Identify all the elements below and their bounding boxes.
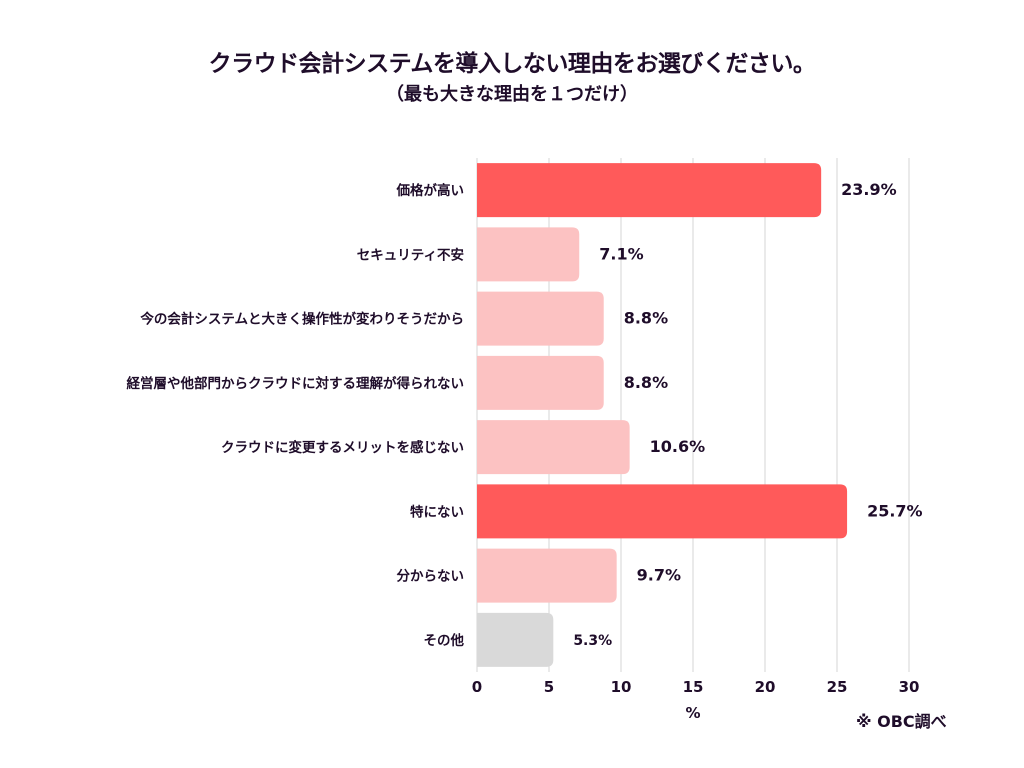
category-label: セキュリティ不安 [357,246,464,263]
bar [477,291,604,346]
x-tick-label: 5 [544,678,554,696]
bar [477,227,580,282]
chart-subtitle: （最も大きな理由を１つだけ） [386,84,638,105]
x-axis-label: % [685,704,700,722]
bar [477,484,848,539]
value-label: 10.6% [650,437,706,456]
x-tick-label: 0 [472,678,482,696]
bar [477,420,630,475]
bar [477,163,822,218]
value-labels: 23.9% 7.1% 8.8% 8.8% 10.6% 25.7% 9.7% 5.3% [573,180,922,649]
x-tick-label: 15 [683,678,704,696]
x-tick-label: 30 [899,678,920,696]
category-label: クラウドに変更するメリットを感じない [221,439,464,456]
bar [477,612,554,667]
value-label: 23.9% [841,180,897,199]
category-label: 特にない [410,503,464,520]
x-tick-label: 20 [755,678,776,696]
chart-title: クラウド会計システムを導入しない理由をお選びください。 [208,51,816,77]
value-label: 9.7% [637,566,681,585]
category-label: 経営層や他部門からクラウドに対する理解が得られない [127,375,465,392]
x-tick-label: 10 [611,678,632,696]
bar [477,548,617,603]
category-label: 今の会計システムと大きく操作性が変わりそうだから [140,311,464,328]
value-label: 25.7% [867,501,923,520]
x-tick-label: 25 [827,678,848,696]
value-label: 7.1% [599,244,643,263]
source-note: ※ OBC調べ [856,712,947,731]
value-label: 5.3% [573,633,612,649]
bars [477,163,848,667]
category-label: 価格が高い [396,182,465,199]
category-label: その他 [424,632,465,649]
category-labels: 価格が高いセキュリティ不安今の会計システムと大きく操作性が変わりそうだから経営層… [127,182,465,649]
value-label: 8.8% [624,373,668,392]
category-label: 分からない [397,569,465,585]
x-tick-labels: 0 5 10 15 20 25 30 [472,678,920,696]
bar [477,355,604,410]
value-label: 8.8% [624,309,668,328]
